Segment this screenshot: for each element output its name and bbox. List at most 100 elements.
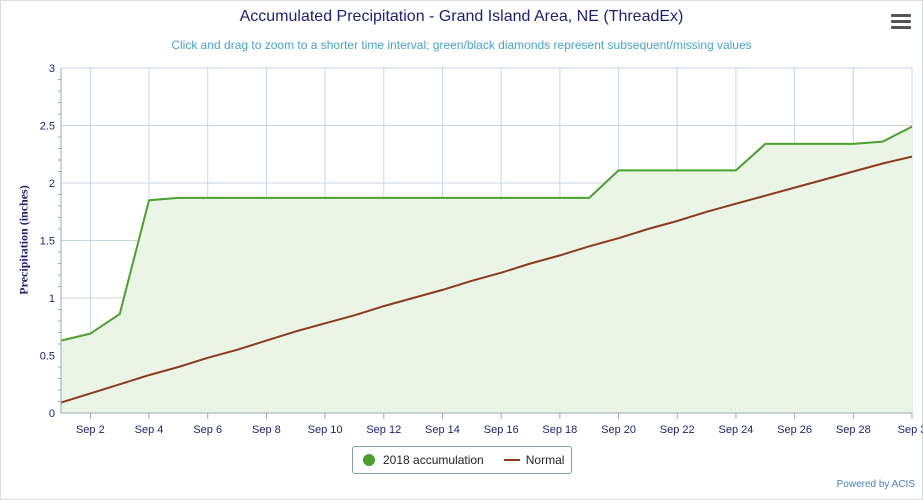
x-tick-label: Sep 8: [252, 424, 281, 436]
x-tick-label: Sep 28: [836, 424, 871, 436]
data-point: [89, 333, 91, 335]
data-point: [383, 197, 385, 199]
x-tick-label: Sep 12: [366, 424, 401, 436]
area-layer: [61, 126, 912, 413]
data-point: [706, 211, 708, 213]
x-tick-label: Sep 10: [308, 424, 343, 436]
data-point: [119, 383, 121, 385]
data-point: [823, 143, 825, 145]
data-point: [471, 197, 473, 199]
data-point: [794, 143, 796, 145]
data-point: [764, 195, 766, 197]
data-point: [177, 197, 179, 199]
series-lines: [60, 125, 913, 404]
data-point: [852, 143, 854, 145]
x-tick-label: Sep 20: [601, 424, 636, 436]
data-point: [265, 197, 267, 199]
x-tick-labels: Sep 2 Sep 4 Sep 6 Sep 8 Sep 10 Sep 12 Sep 14 Se…: [76, 424, 923, 436]
data-point: [882, 141, 884, 143]
data-point: [148, 374, 150, 376]
hamburger-menu-icon[interactable]: [890, 12, 912, 32]
data-point: [353, 197, 355, 199]
data-point: [911, 156, 913, 158]
x-tick-label: Sep 26: [777, 424, 812, 436]
chart-title: Accumulated Precipitation - Grand Island…: [239, 8, 684, 25]
credit-link[interactable]: Powered by ACIS: [836, 479, 915, 490]
y-tick-label: 0.5: [40, 351, 55, 363]
x-tick-label: Sep 22: [660, 424, 695, 436]
legend-label-normal: Normal: [525, 453, 565, 467]
x-tick-label: Sep 3: [898, 424, 923, 436]
data-point: [236, 349, 238, 351]
legend-label-accumulation: 2018 accumulation: [383, 453, 484, 467]
chart-subtitle: Click and drag to zoom to a shorter time…: [171, 38, 752, 52]
data-point: [89, 392, 91, 394]
series-line-accumulation: [60, 125, 913, 342]
data-point: [559, 254, 561, 256]
data-point: [148, 199, 150, 201]
data-point: [324, 197, 326, 199]
data-point: [676, 169, 678, 171]
data-point: [764, 143, 766, 145]
x-tick-label: Sep 2: [76, 424, 105, 436]
data-point: [882, 162, 884, 164]
data-point: [588, 245, 590, 247]
data-point: [530, 197, 532, 199]
data-point: [441, 197, 443, 199]
data-point: [207, 357, 209, 359]
legend-line-icon: [503, 459, 520, 461]
data-point: [706, 169, 708, 171]
x-tick-label: Sep 14: [425, 424, 460, 436]
axes: [58, 68, 913, 419]
legend-item-normal[interactable]: Normal: [484, 453, 565, 467]
data-point: [236, 197, 238, 199]
data-point: [530, 263, 532, 265]
y-tick-labels: 0 0.5 1 1.5 2 2.5 3: [40, 63, 55, 420]
data-point: [500, 197, 502, 199]
x-tick-label: Sep 16: [484, 424, 519, 436]
data-point: [852, 171, 854, 173]
series-area-fill: [61, 126, 912, 413]
data-point: [647, 228, 649, 230]
data-point: [295, 330, 297, 332]
legend-item-accumulation[interactable]: 2018 accumulation: [353, 453, 484, 467]
data-point: [823, 179, 825, 181]
data-point: [735, 203, 737, 205]
data-point: [735, 169, 737, 171]
data-point: [207, 197, 209, 199]
series-line-normal: [60, 155, 913, 404]
data-point: [500, 272, 502, 274]
data-point: [412, 197, 414, 199]
x-tick-label: Sep 4: [135, 424, 164, 436]
data-point: [412, 297, 414, 299]
data-point: [383, 305, 385, 307]
data-point: [441, 289, 443, 291]
x-tick-label: Sep 6: [193, 424, 222, 436]
y-tick-label: 2: [49, 178, 55, 190]
data-point: [295, 197, 297, 199]
data-point: [324, 322, 326, 324]
data-point: [559, 197, 561, 199]
legend-dot-icon: [363, 454, 375, 466]
data-point: [911, 126, 913, 128]
x-tick-label: Sep 18: [542, 424, 577, 436]
y-tick-label: 1: [49, 293, 55, 305]
data-point: [794, 187, 796, 189]
data-point: [647, 169, 649, 171]
data-point: [588, 197, 590, 199]
x-tick-label: Sep 24: [718, 424, 753, 436]
data-point: [676, 220, 678, 222]
data-point: [177, 366, 179, 368]
data-point: [618, 237, 620, 239]
y-tick-label: 3: [49, 63, 55, 75]
data-point: [618, 169, 620, 171]
data-point: [471, 280, 473, 282]
data-point: [265, 340, 267, 342]
y-tick-label: 0: [49, 408, 55, 420]
data-point: [353, 314, 355, 316]
y-tick-label: 1.5: [40, 236, 55, 248]
data-point: [119, 313, 121, 315]
y-tick-label: 2.5: [40, 121, 55, 133]
legend: 2018 accumulation Normal: [352, 446, 572, 474]
